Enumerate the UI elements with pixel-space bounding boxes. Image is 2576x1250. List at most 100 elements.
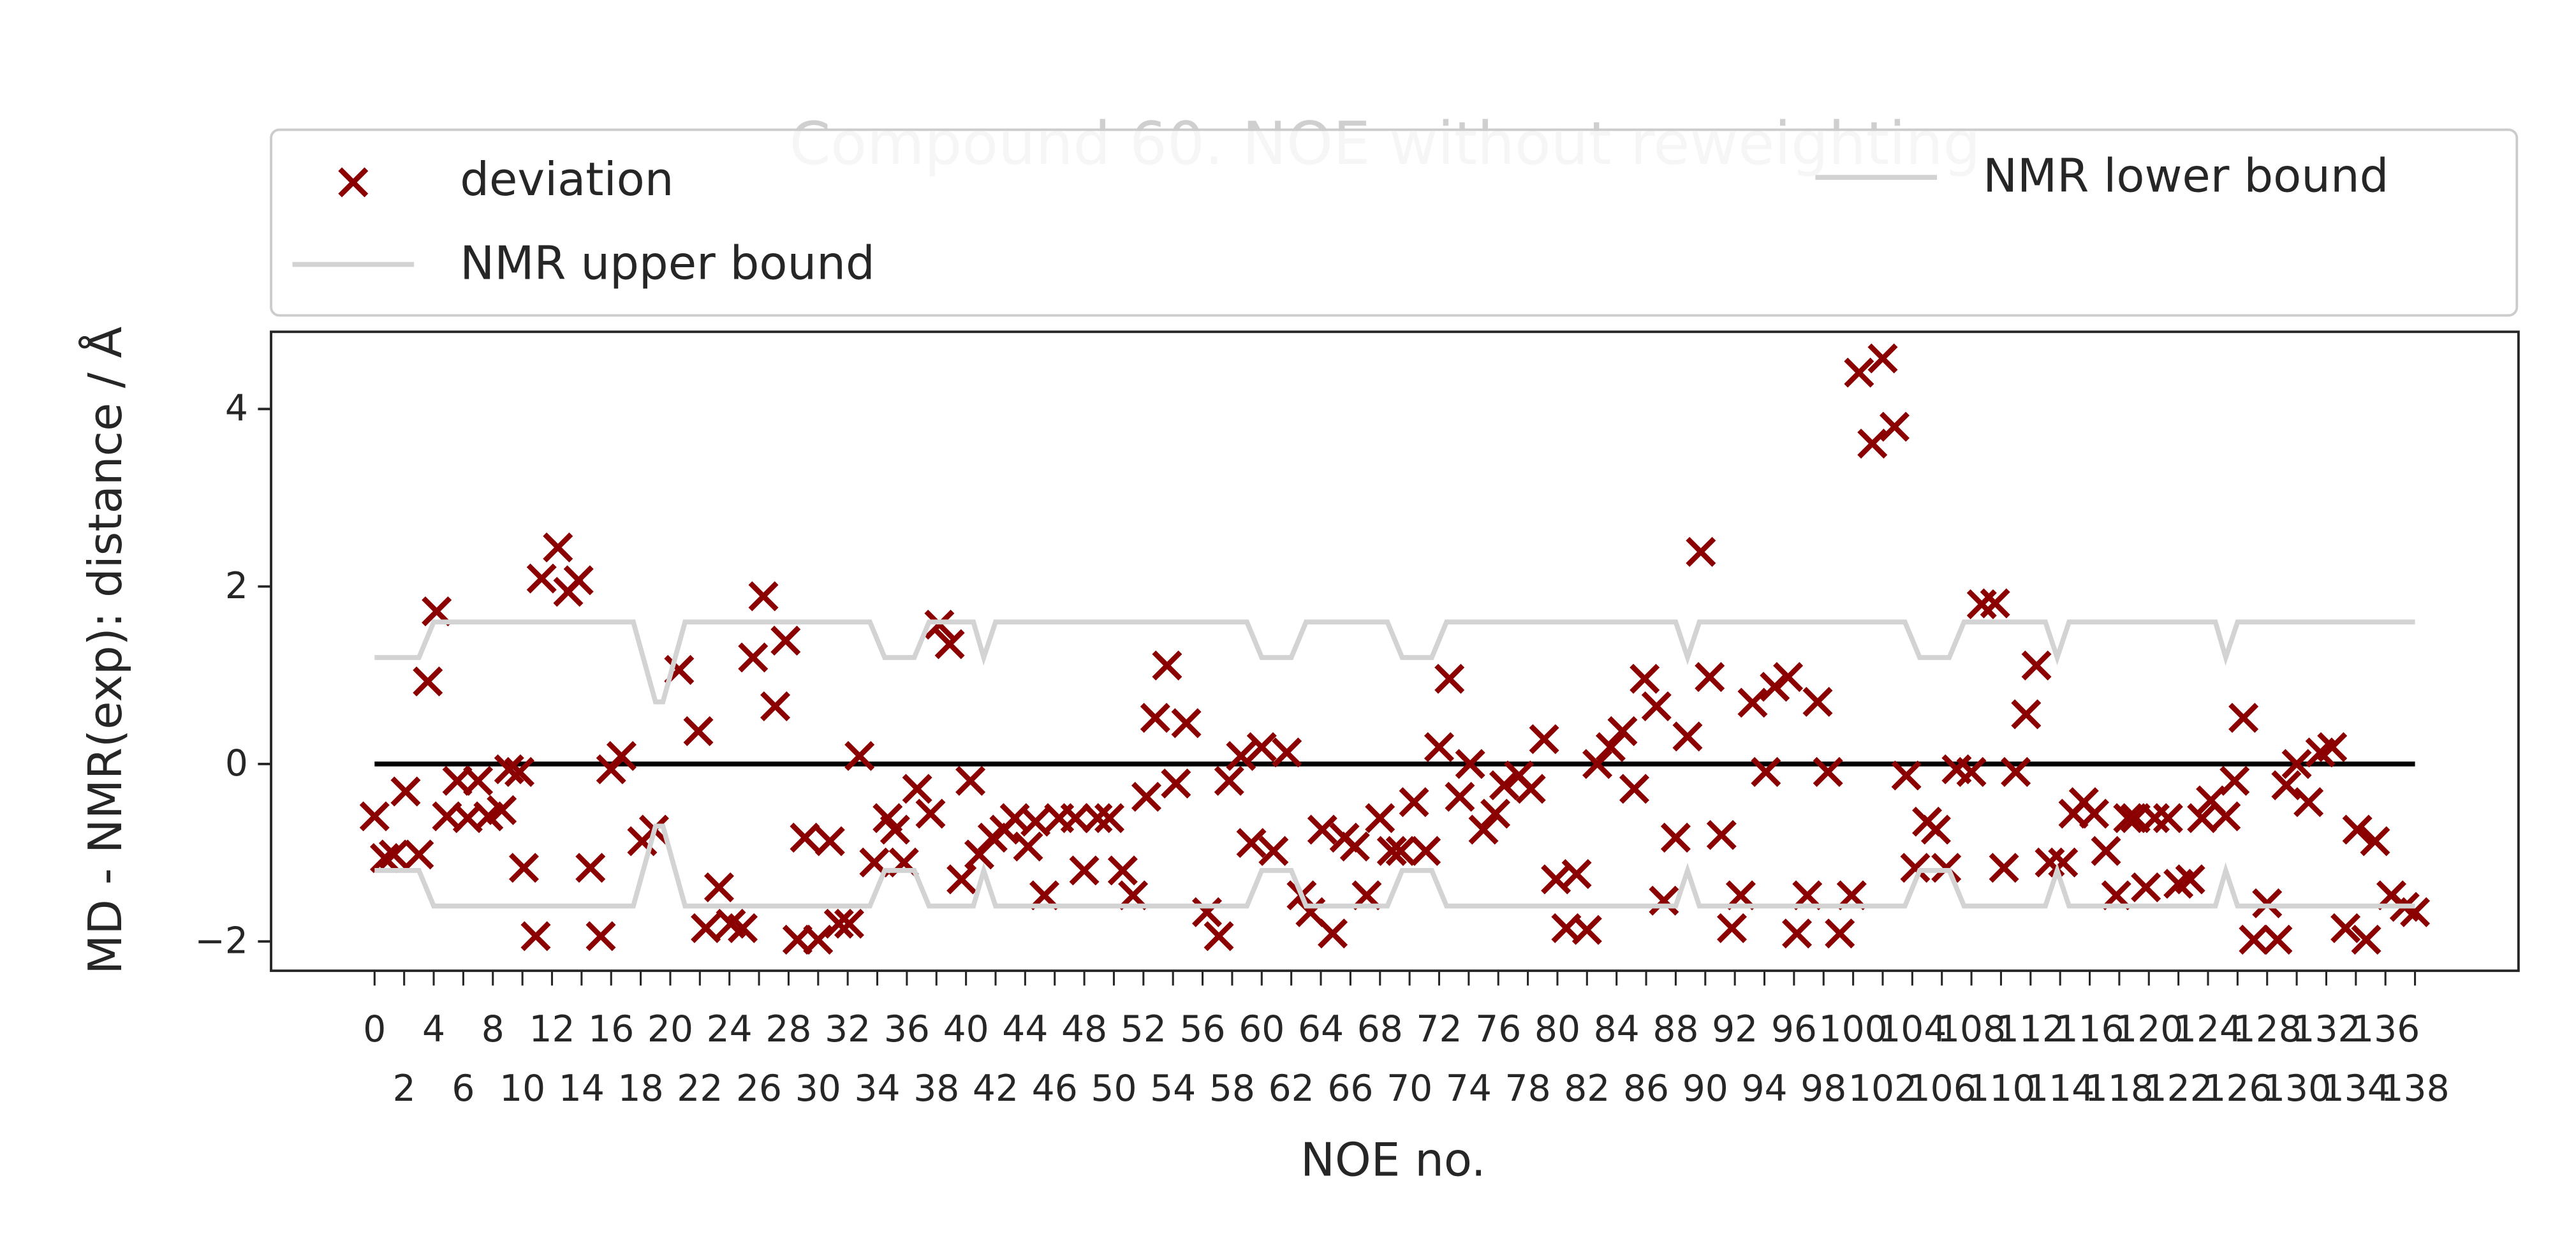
bound-line: [374, 619, 2415, 705]
x-tick-label: 64: [1298, 1008, 1344, 1050]
deviation-marker: [1424, 732, 1455, 763]
x-tick-label: 100: [1819, 1008, 1888, 1050]
y-axis-label: MD - NMR(exp): distance / Å: [77, 327, 133, 974]
deviation-marker: [823, 908, 854, 939]
deviation-marker: [1236, 828, 1267, 858]
deviation-marker: [748, 581, 779, 612]
deviation-marker: [1365, 803, 1395, 834]
x-tick-label: 68: [1357, 1008, 1403, 1050]
x-axis-label: NOE no.: [1300, 1134, 1486, 1188]
deviation-marker: [1161, 768, 1191, 799]
deviation-marker: [790, 822, 820, 853]
deviation-marker: [1802, 687, 1833, 717]
x-tick-label: 136: [2351, 1008, 2420, 1050]
x-tick-label: 118: [2085, 1068, 2154, 1110]
deviation-marker: [1630, 663, 1660, 694]
deviation-marker: [1571, 915, 1602, 945]
legend-label: NMR lower bound: [1983, 150, 2388, 203]
x-tick-label: 94: [1741, 1068, 1787, 1110]
deviation-marker: [924, 609, 955, 640]
deviation-marker: [955, 765, 986, 796]
y-tick-label: 4: [225, 388, 248, 430]
x-tick-label: 50: [1091, 1068, 1137, 1110]
x-tick-label: 104: [1878, 1008, 1947, 1050]
deviation-marker: [2281, 749, 2312, 779]
x-tick-label: 6: [452, 1068, 475, 1110]
deviation-marker: [1246, 732, 1277, 763]
deviation-marker: [2211, 801, 2241, 832]
deviation-marker: [1561, 858, 1592, 889]
x-tick-label: 108: [1937, 1008, 2006, 1050]
deviation-marker: [1920, 814, 1951, 845]
x-tick-label: 36: [884, 1008, 930, 1050]
x-tick-label: 8: [482, 1008, 504, 1050]
deviation-marker: [1515, 774, 1546, 804]
x-tick-label: 126: [2203, 1068, 2272, 1110]
plot-frame: [270, 330, 2520, 973]
deviation-marker: [2219, 765, 2250, 796]
deviation-marker: [2011, 699, 2042, 730]
x-tick-label: 102: [1848, 1068, 1917, 1110]
deviation-marker: [880, 814, 910, 845]
x-tick-label: 130: [2262, 1068, 2331, 1110]
y-tick-label: 0: [225, 742, 248, 784]
x-tick-label: 120: [2114, 1008, 2183, 1050]
deviation-marker: [2330, 913, 2361, 943]
deviation-marker: [2400, 897, 2431, 927]
x-tick-label: 66: [1327, 1068, 1373, 1110]
deviation-marker: [1480, 798, 1511, 829]
x-tick-label: 16: [588, 1008, 634, 1050]
x-tick-label: 46: [1032, 1068, 1078, 1110]
deviation-marker: [1020, 806, 1051, 837]
deviation-marker: [1152, 650, 1182, 680]
deviation-marker: [508, 853, 539, 883]
deviation-marker: [520, 921, 551, 952]
x-tick-label: 30: [795, 1068, 841, 1110]
deviation-marker: [606, 740, 637, 771]
deviation-marker: [1641, 691, 1672, 722]
deviation-marker: [1411, 835, 1441, 866]
x-tick-label: 0: [363, 1008, 386, 1050]
deviation-marker: [2153, 803, 2183, 834]
deviation-marker: [1660, 822, 1691, 853]
deviation-marker: [2021, 650, 2052, 680]
deviation-marker: [1529, 724, 1559, 754]
deviation-marker: [1695, 662, 1725, 693]
deviation-marker: [1813, 756, 1843, 787]
x-tick-label: 28: [765, 1008, 811, 1050]
deviation-marker: [1879, 411, 1910, 442]
deviation-marker: [2001, 756, 2031, 787]
deviation-marker: [1307, 814, 1337, 845]
x-tick-label: 14: [559, 1068, 605, 1110]
deviation-marker: [1619, 774, 1650, 804]
deviation-marker: [1607, 716, 1638, 746]
x-tick-label: 122: [2144, 1068, 2213, 1110]
deviation-marker: [1082, 803, 1113, 834]
deviation-marker: [1956, 756, 1987, 787]
deviation-marker: [463, 765, 494, 796]
deviation-marker: [2079, 798, 2110, 829]
deviation-marker: [728, 913, 758, 943]
deviation-marker: [1171, 708, 1202, 739]
bound-line: [374, 823, 2415, 909]
x-tick-label: 54: [1150, 1068, 1196, 1110]
deviation-marker: [1226, 740, 1256, 771]
deviation-marker: [1131, 781, 1161, 812]
x-tick-label: 86: [1623, 1068, 1669, 1110]
deviation-marker: [915, 798, 946, 829]
x-tick-label: 70: [1387, 1068, 1432, 1110]
deviation-marker: [1272, 737, 1302, 768]
x-tick-label: 92: [1712, 1008, 1758, 1050]
deviation-marker: [1825, 918, 1855, 949]
deviation-marker: [2187, 803, 2218, 834]
deviation-marker: [683, 716, 714, 746]
deviation-marker: [359, 801, 390, 832]
x-tick-label: 114: [2026, 1068, 2094, 1110]
x-tick-label: 124: [2174, 1008, 2242, 1050]
deviation-marker: [844, 740, 875, 771]
deviation-marker: [2317, 732, 2348, 763]
deviation-marker: [1445, 781, 1475, 812]
x-tick-label: 116: [2055, 1008, 2124, 1050]
deviation-marker: [703, 872, 734, 902]
x-tick-label: 44: [1002, 1008, 1048, 1050]
